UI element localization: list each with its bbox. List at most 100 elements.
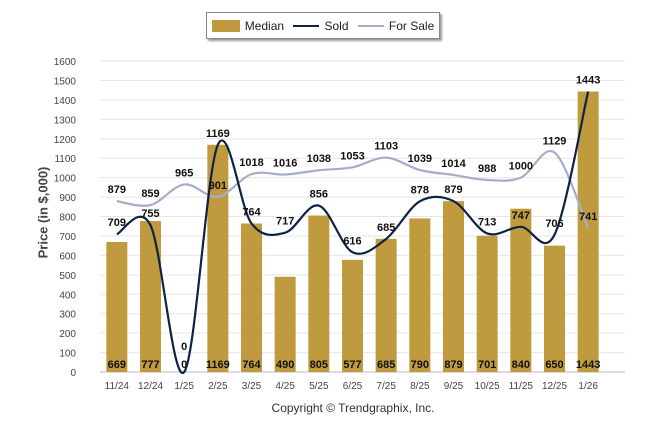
bar-median bbox=[443, 201, 464, 372]
for-sale-data-label: 1039 bbox=[408, 153, 432, 165]
sold-data-label: 0 bbox=[181, 341, 187, 353]
y-tick-label: 0 bbox=[70, 368, 76, 379]
x-tick-label: 8/25 bbox=[410, 381, 430, 392]
for-sale-data-label: 1000 bbox=[509, 161, 533, 173]
sold-data-label: 755 bbox=[141, 208, 159, 220]
for-sale-data-label: 901 bbox=[209, 180, 227, 192]
bar-median bbox=[342, 259, 363, 372]
sold-data-label: 685 bbox=[377, 222, 395, 234]
sold-data-label: 747 bbox=[512, 210, 530, 222]
x-tick-label: 1/25 bbox=[174, 381, 194, 392]
sold-data-label: 706 bbox=[545, 218, 563, 230]
sold-line bbox=[116, 91, 590, 374]
bar-data-label: 840 bbox=[512, 359, 530, 371]
x-tick-label: 3/25 bbox=[242, 381, 262, 392]
y-tick-label: 1100 bbox=[54, 154, 76, 165]
bar-data-label: 701 bbox=[478, 359, 496, 371]
y-tick-label: 1000 bbox=[54, 174, 77, 185]
for-sale-data-label: 1038 bbox=[307, 153, 331, 165]
bar-data-label: 790 bbox=[411, 359, 429, 371]
x-tick-label: 10/25 bbox=[475, 381, 500, 392]
for-sale-data-label: 741 bbox=[579, 211, 597, 223]
x-tick-label: 12/24 bbox=[138, 381, 163, 392]
legend: Median Sold For Sale bbox=[206, 12, 440, 39]
x-tick-label: 11/25 bbox=[509, 381, 534, 392]
sold-data-label: 879 bbox=[444, 184, 462, 196]
y-tick-label: 1200 bbox=[54, 135, 77, 146]
bar-data-label: 490 bbox=[276, 359, 294, 371]
bar-data-label: 685 bbox=[377, 359, 395, 371]
bar-data-label: 0 bbox=[181, 359, 187, 371]
bar-median bbox=[241, 223, 262, 372]
x-tick-label: 2/25 bbox=[208, 381, 228, 392]
for-sale-data-label: 1129 bbox=[543, 136, 567, 148]
bar-data-label: 577 bbox=[343, 359, 361, 371]
bar-data-label: 1169 bbox=[206, 359, 230, 371]
bar-median bbox=[140, 220, 161, 372]
x-tick-label: 6/25 bbox=[343, 381, 363, 392]
bar-data-label: 669 bbox=[108, 359, 126, 371]
sold-data-label: 764 bbox=[242, 206, 261, 218]
bar-median bbox=[375, 238, 397, 372]
sold-data-label: 616 bbox=[343, 235, 361, 247]
y-tick-label: 400 bbox=[59, 290, 76, 301]
legend-item-median[interactable]: Median bbox=[211, 18, 285, 33]
copyright: Copyright © Trendgraphix, Inc. bbox=[271, 401, 435, 415]
bar-median bbox=[577, 91, 599, 372]
for-sale-data-label: 1016 bbox=[273, 158, 297, 170]
y-tick-label: 800 bbox=[59, 213, 76, 224]
for-sale-swatch bbox=[357, 24, 384, 27]
for-sale-data-label: 1014 bbox=[441, 158, 466, 170]
x-tick-label: 12/25 bbox=[542, 381, 567, 392]
x-tick-label: 5/25 bbox=[309, 381, 329, 392]
sold-data-label: 878 bbox=[411, 184, 429, 196]
y-axis-label: Price (in $,000) bbox=[35, 166, 51, 259]
bar-median bbox=[476, 235, 498, 372]
bar-median bbox=[274, 276, 296, 372]
sold-data-label: 717 bbox=[276, 216, 294, 228]
bar-median bbox=[510, 208, 532, 372]
for-sale-data-label: 1103 bbox=[374, 141, 398, 153]
y-tick-label: 1500 bbox=[54, 76, 77, 87]
bar-data-label: 777 bbox=[141, 359, 159, 371]
legend-item-sold[interactable]: Sold bbox=[293, 18, 349, 33]
y-tick-label: 700 bbox=[59, 232, 76, 243]
sold-data-label: 1169 bbox=[206, 128, 230, 140]
bar-data-label: 1443 bbox=[576, 359, 600, 371]
x-tick-label: 11/24 bbox=[105, 381, 130, 392]
bar-data-label: 805 bbox=[310, 359, 328, 371]
y-tick-label: 200 bbox=[59, 329, 76, 340]
sold-data-label: 709 bbox=[108, 217, 126, 229]
y-tick-label: 1600 bbox=[54, 57, 77, 68]
sold-data-label: 713 bbox=[478, 216, 496, 228]
for-sale-line bbox=[116, 149, 590, 229]
legend-label: For Sale bbox=[388, 18, 435, 33]
sold-swatch bbox=[293, 24, 320, 27]
bar-data-label: 650 bbox=[545, 359, 563, 371]
for-sale-data-label: 879 bbox=[108, 184, 126, 196]
bar-median bbox=[308, 215, 330, 372]
legend-label: Sold bbox=[324, 18, 349, 33]
y-tick-label: 1400 bbox=[54, 96, 77, 107]
legend-label: Median bbox=[244, 18, 285, 33]
for-sale-data-label: 965 bbox=[175, 167, 193, 179]
bar-data-label: 764 bbox=[242, 359, 261, 371]
bar-median bbox=[409, 218, 431, 372]
x-tick-label: 9/25 bbox=[444, 381, 464, 392]
x-tick-label: 4/25 bbox=[275, 381, 295, 392]
x-tick-label: 1/26 bbox=[578, 381, 598, 392]
sold-data-label: 1443 bbox=[576, 75, 600, 87]
for-sale-data-label: 859 bbox=[141, 188, 159, 200]
bar-median bbox=[207, 144, 229, 372]
bar-median bbox=[106, 241, 128, 372]
y-tick-label: 500 bbox=[59, 271, 76, 282]
bar-data-label: 879 bbox=[444, 359, 462, 371]
x-tick-label: 7/25 bbox=[376, 381, 396, 392]
y-tick-label: 600 bbox=[59, 251, 76, 262]
legend-item-for-sale[interactable]: For Sale bbox=[357, 18, 435, 33]
y-tick-label: 900 bbox=[59, 193, 76, 204]
median-swatch bbox=[211, 19, 240, 32]
bar-median bbox=[544, 245, 565, 372]
